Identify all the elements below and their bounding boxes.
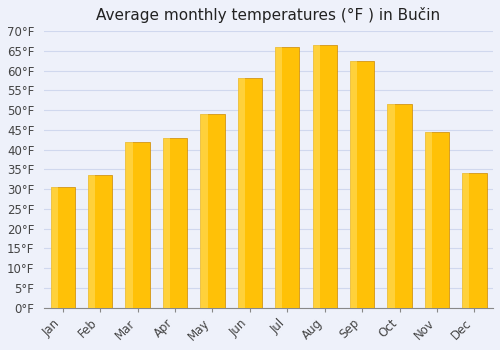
Bar [126,142,150,308]
Bar [388,104,394,308]
Title: Average monthly temperatures (°F ) in Bučin: Average monthly temperatures (°F ) in Bu… [96,7,440,23]
Bar [425,132,432,308]
Bar [88,175,112,308]
Bar [462,173,469,308]
Bar [312,45,320,308]
Bar [350,61,374,308]
Bar [238,78,262,308]
Bar [200,114,207,308]
Bar [388,104,411,308]
Bar [350,61,357,308]
Bar [163,138,187,308]
Bar [50,187,75,308]
Bar [238,78,245,308]
Bar [50,187,58,308]
Bar [312,45,337,308]
Bar [200,114,224,308]
Bar [275,47,299,308]
Bar [462,173,486,308]
Bar [425,132,449,308]
Bar [275,47,282,308]
Bar [126,142,132,308]
Bar [88,175,96,308]
Bar [163,138,170,308]
